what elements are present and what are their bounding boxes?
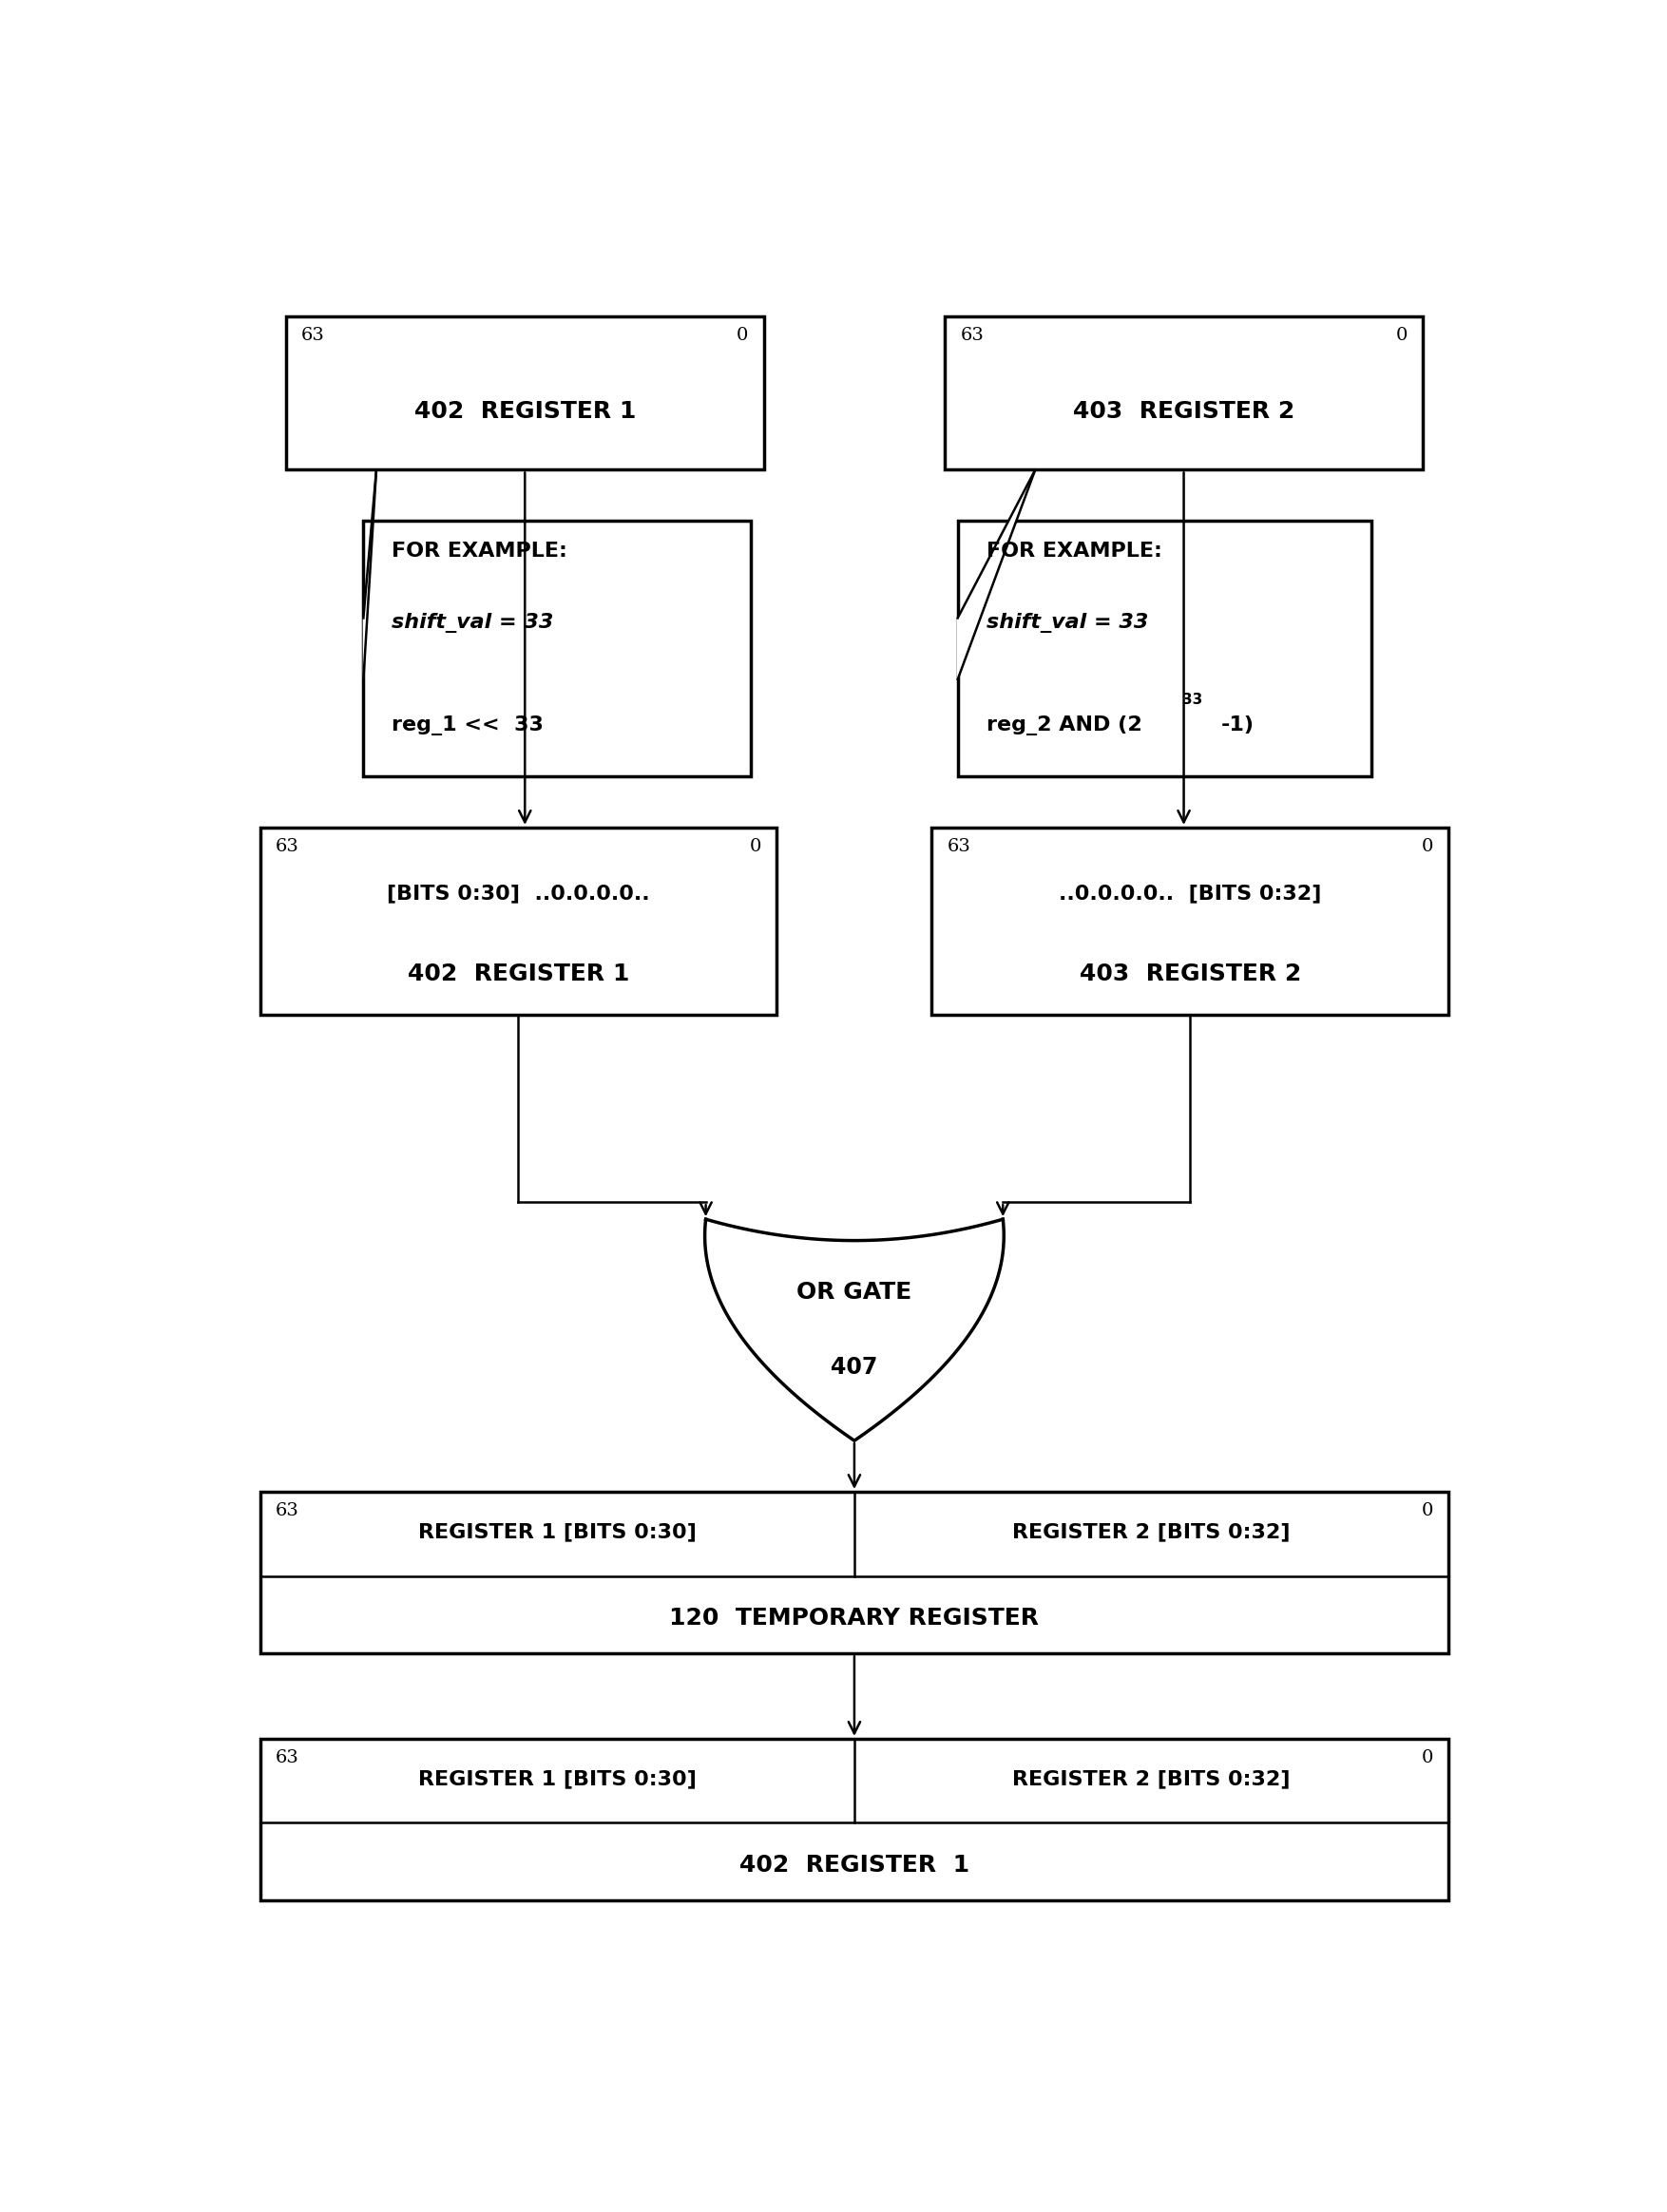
Bar <box>932 827 1449 1015</box>
Bar <box>260 1739 1449 1900</box>
Text: shift_val = 33: shift_val = 33 <box>392 613 553 633</box>
Text: REGISTER 1 [BITS 0:30]: REGISTER 1 [BITS 0:30] <box>418 1522 697 1542</box>
Text: reg_1 <<  33: reg_1 << 33 <box>392 714 543 734</box>
Bar <box>945 316 1424 469</box>
Polygon shape <box>957 469 1035 679</box>
Bar <box>363 522 750 776</box>
Bar <box>957 522 1370 776</box>
Text: FOR EXAMPLE:: FOR EXAMPLE: <box>987 542 1162 560</box>
Bar <box>260 827 777 1015</box>
Text: 402  REGISTER 1: 402 REGISTER 1 <box>413 400 635 422</box>
Text: 63: 63 <box>275 1502 298 1520</box>
Text: 120  TEMPORARY REGISTER: 120 TEMPORARY REGISTER <box>670 1606 1039 1630</box>
Polygon shape <box>363 469 377 679</box>
Bar <box>260 1491 1449 1655</box>
Bar <box>287 316 763 469</box>
Text: reg_2 AND (2: reg_2 AND (2 <box>987 714 1142 734</box>
Text: 0: 0 <box>750 838 762 854</box>
Text: 33: 33 <box>1182 692 1202 708</box>
Text: 0: 0 <box>1422 838 1434 854</box>
Text: 402  REGISTER 1: 402 REGISTER 1 <box>407 962 630 984</box>
Text: ..0.0.0.0..  [BITS 0:32]: ..0.0.0.0.. [BITS 0:32] <box>1059 883 1322 902</box>
Polygon shape <box>705 1219 1004 1440</box>
Text: REGISTER 1 [BITS 0:30]: REGISTER 1 [BITS 0:30] <box>418 1770 697 1790</box>
Text: 0: 0 <box>1395 327 1407 343</box>
Text: REGISTER 2 [BITS 0:32]: REGISTER 2 [BITS 0:32] <box>1012 1522 1290 1542</box>
Text: 0: 0 <box>1422 1750 1434 1765</box>
Text: 63: 63 <box>302 327 325 343</box>
Text: FOR EXAMPLE:: FOR EXAMPLE: <box>392 542 567 560</box>
Text: OR GATE: OR GATE <box>797 1281 912 1303</box>
Text: -1): -1) <box>1222 717 1255 734</box>
Text: 403  REGISTER 2: 403 REGISTER 2 <box>1080 962 1300 984</box>
Text: [BITS 0:30]  ..0.0.0.0..: [BITS 0:30] ..0.0.0.0.. <box>387 883 650 902</box>
Text: 407: 407 <box>830 1356 879 1378</box>
Text: 63: 63 <box>275 838 298 854</box>
Text: 63: 63 <box>275 1750 298 1765</box>
Text: 403  REGISTER 2: 403 REGISTER 2 <box>1074 400 1295 422</box>
Text: 0: 0 <box>737 327 748 343</box>
Text: 402  REGISTER  1: 402 REGISTER 1 <box>738 1854 970 1876</box>
Text: 0: 0 <box>1422 1502 1434 1520</box>
Text: shift_val = 33: shift_val = 33 <box>987 613 1149 633</box>
Text: 63: 63 <box>947 838 970 854</box>
Text: REGISTER 2 [BITS 0:32]: REGISTER 2 [BITS 0:32] <box>1012 1770 1290 1790</box>
Text: 63: 63 <box>960 327 984 343</box>
